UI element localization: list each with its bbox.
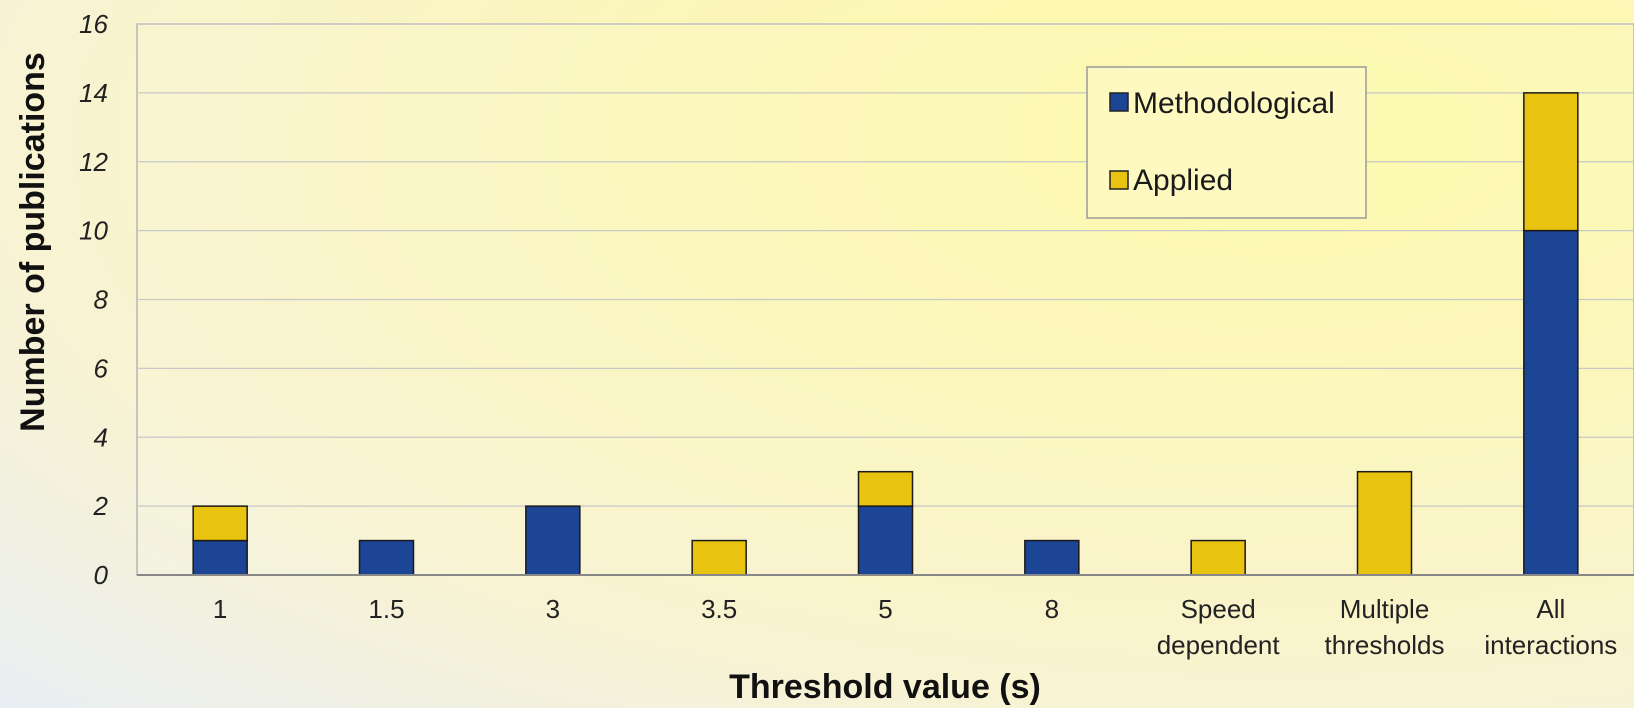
legend-swatch-applied [1109, 170, 1129, 190]
bar-methodological-2 [525, 505, 581, 576]
y-tick-label: 12 [79, 147, 108, 177]
y-tick-labels: 0 2 4 6 8 10 12 14 16 [79, 9, 108, 590]
x-axis-title: Threshold value (s) [729, 668, 1041, 706]
bar-applied-6 [1190, 539, 1246, 576]
y-tick-label: 0 [94, 560, 109, 590]
x-tick-label: interactions [1484, 630, 1617, 660]
bars [192, 92, 1579, 576]
legend-box [1086, 66, 1367, 219]
bar-applied-4 [857, 470, 914, 507]
bar-applied-7 [1356, 470, 1413, 576]
y-axis-title: Number of publications [14, 52, 52, 432]
bar-methodological-1 [358, 539, 415, 576]
x-tick-label: Speed [1181, 594, 1256, 624]
legend-label-applied: Applied [1133, 164, 1233, 197]
bar-methodological-0 [192, 539, 248, 576]
bar-applied-0 [192, 505, 248, 542]
x-tick-labels: 1 1.5 3 3.5 5 8 Speed dependent Multiple threshol… [213, 594, 1617, 660]
x-tick-label: 3 [546, 594, 560, 624]
y-tick-label: 16 [79, 9, 108, 39]
x-tick-label: 5 [878, 594, 892, 624]
bar-methodological-8 [1523, 229, 1579, 576]
x-tick-label: Multiple [1340, 594, 1430, 624]
y-tick-label: 4 [94, 422, 108, 452]
bar-applied-8 [1523, 92, 1579, 232]
y-tick-label: 14 [79, 78, 108, 108]
legend-swatch-methodological [1109, 92, 1129, 112]
y-tick-label: 8 [94, 285, 109, 315]
y-tick-label: 6 [94, 353, 109, 383]
y-tick-label: 10 [79, 216, 108, 246]
x-tick-label: 8 [1045, 594, 1059, 624]
legend-label-methodological: Methodological [1133, 87, 1335, 120]
x-tick-label: dependent [1157, 630, 1281, 660]
bar-methodological-4 [857, 505, 914, 576]
legend: Methodological Applied [1086, 66, 1367, 219]
x-tick-label: 3.5 [701, 594, 737, 624]
bar-methodological-5 [1024, 539, 1080, 576]
y-tick-label: 2 [93, 491, 109, 521]
x-tick-label: All [1536, 594, 1565, 624]
bar-applied-3 [691, 539, 747, 576]
x-tick-label: 1 [213, 594, 227, 624]
x-tick-label: 1.5 [368, 594, 404, 624]
x-tick-label: thresholds [1325, 630, 1445, 660]
